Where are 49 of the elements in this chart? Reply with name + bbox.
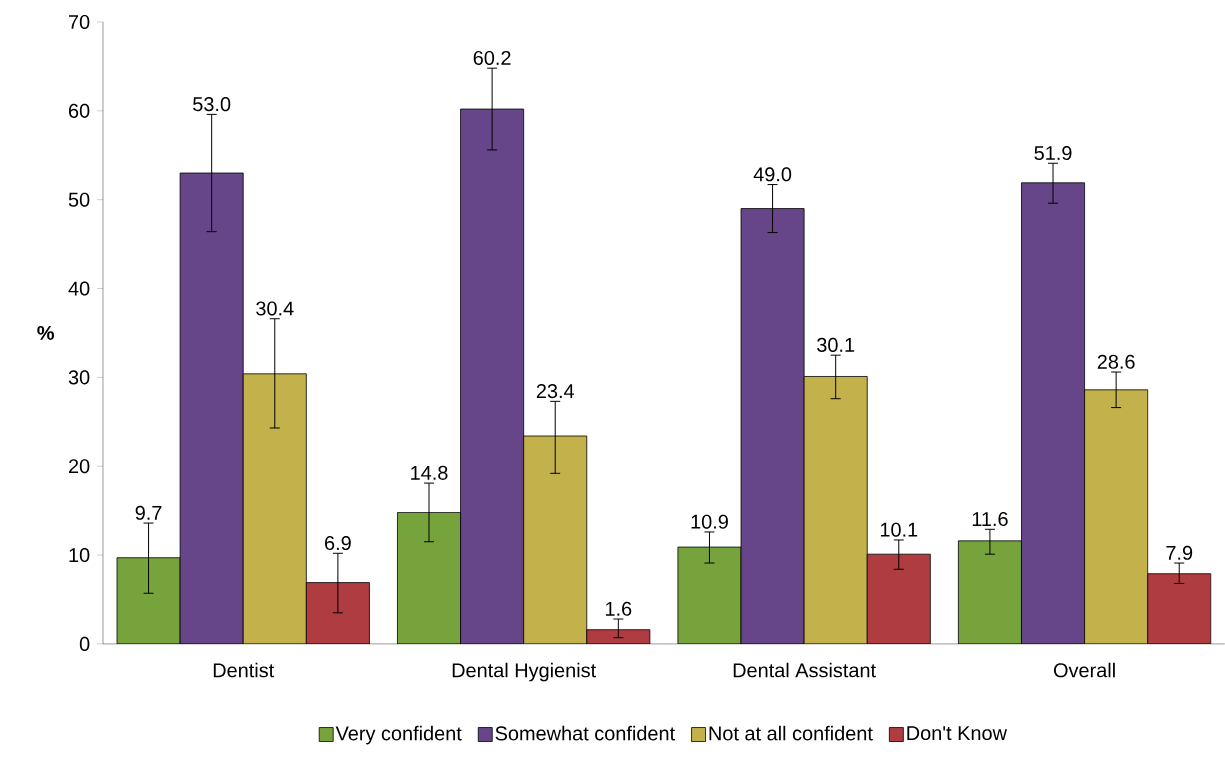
legend-label: Don't Know xyxy=(907,726,1008,741)
data-label: 60.2 xyxy=(473,50,511,66)
data-label: 53.0 xyxy=(193,97,231,112)
bar xyxy=(866,553,931,644)
y-tick-label: 0 xyxy=(79,636,90,651)
bar xyxy=(803,376,868,644)
y-tick-label: 70 xyxy=(69,14,90,30)
y-tick-label: 50 xyxy=(68,192,90,207)
bar xyxy=(523,435,588,644)
bar xyxy=(1147,573,1212,644)
bar xyxy=(957,540,1022,644)
legend-label: Somewhat confident xyxy=(495,725,675,741)
data-label: 7.9 xyxy=(1166,545,1193,560)
bar xyxy=(740,208,805,644)
data-label: 28.6 xyxy=(1097,354,1135,369)
bar xyxy=(1021,182,1085,644)
bar xyxy=(397,512,461,644)
bar xyxy=(677,546,742,644)
data-label: 30.1 xyxy=(817,337,855,352)
bar xyxy=(179,172,244,644)
data-label: 9.7 xyxy=(135,505,162,520)
data-label: 10.9 xyxy=(691,514,728,529)
data-label: 23.4 xyxy=(536,384,575,399)
legend-label: Not at all confident xyxy=(709,725,873,741)
data-label: 11.6 xyxy=(972,512,1008,527)
data-label: 49.0 xyxy=(753,167,792,182)
data-label: 30.4 xyxy=(256,301,294,316)
x-tick-label: Dental Assistant xyxy=(733,662,876,678)
bar xyxy=(586,629,651,644)
data-label: 14.8 xyxy=(411,465,448,480)
data-label: 1.6 xyxy=(606,601,632,616)
y-tick-label: 30 xyxy=(68,370,90,385)
data-label: 6.9 xyxy=(325,536,351,551)
x-tick-label: Dentist xyxy=(213,662,275,678)
y-axis-title: % xyxy=(37,325,54,340)
bar xyxy=(1084,389,1149,644)
bar xyxy=(116,557,181,644)
bar xyxy=(460,108,525,644)
data-label: 51.9 xyxy=(1034,146,1072,161)
x-tick-label: Dental Hygienist xyxy=(452,662,597,682)
y-tick-label: 60 xyxy=(69,103,90,118)
legend-label: Very confident xyxy=(335,725,462,745)
data-label: 10.1 xyxy=(880,522,918,537)
x-tick-label: Overall xyxy=(1053,662,1115,678)
bar xyxy=(242,373,307,644)
y-tick-label: 10 xyxy=(69,548,90,563)
y-tick-label: 20 xyxy=(68,459,90,474)
bar xyxy=(305,582,370,644)
y-tick-label: 40 xyxy=(68,281,90,296)
